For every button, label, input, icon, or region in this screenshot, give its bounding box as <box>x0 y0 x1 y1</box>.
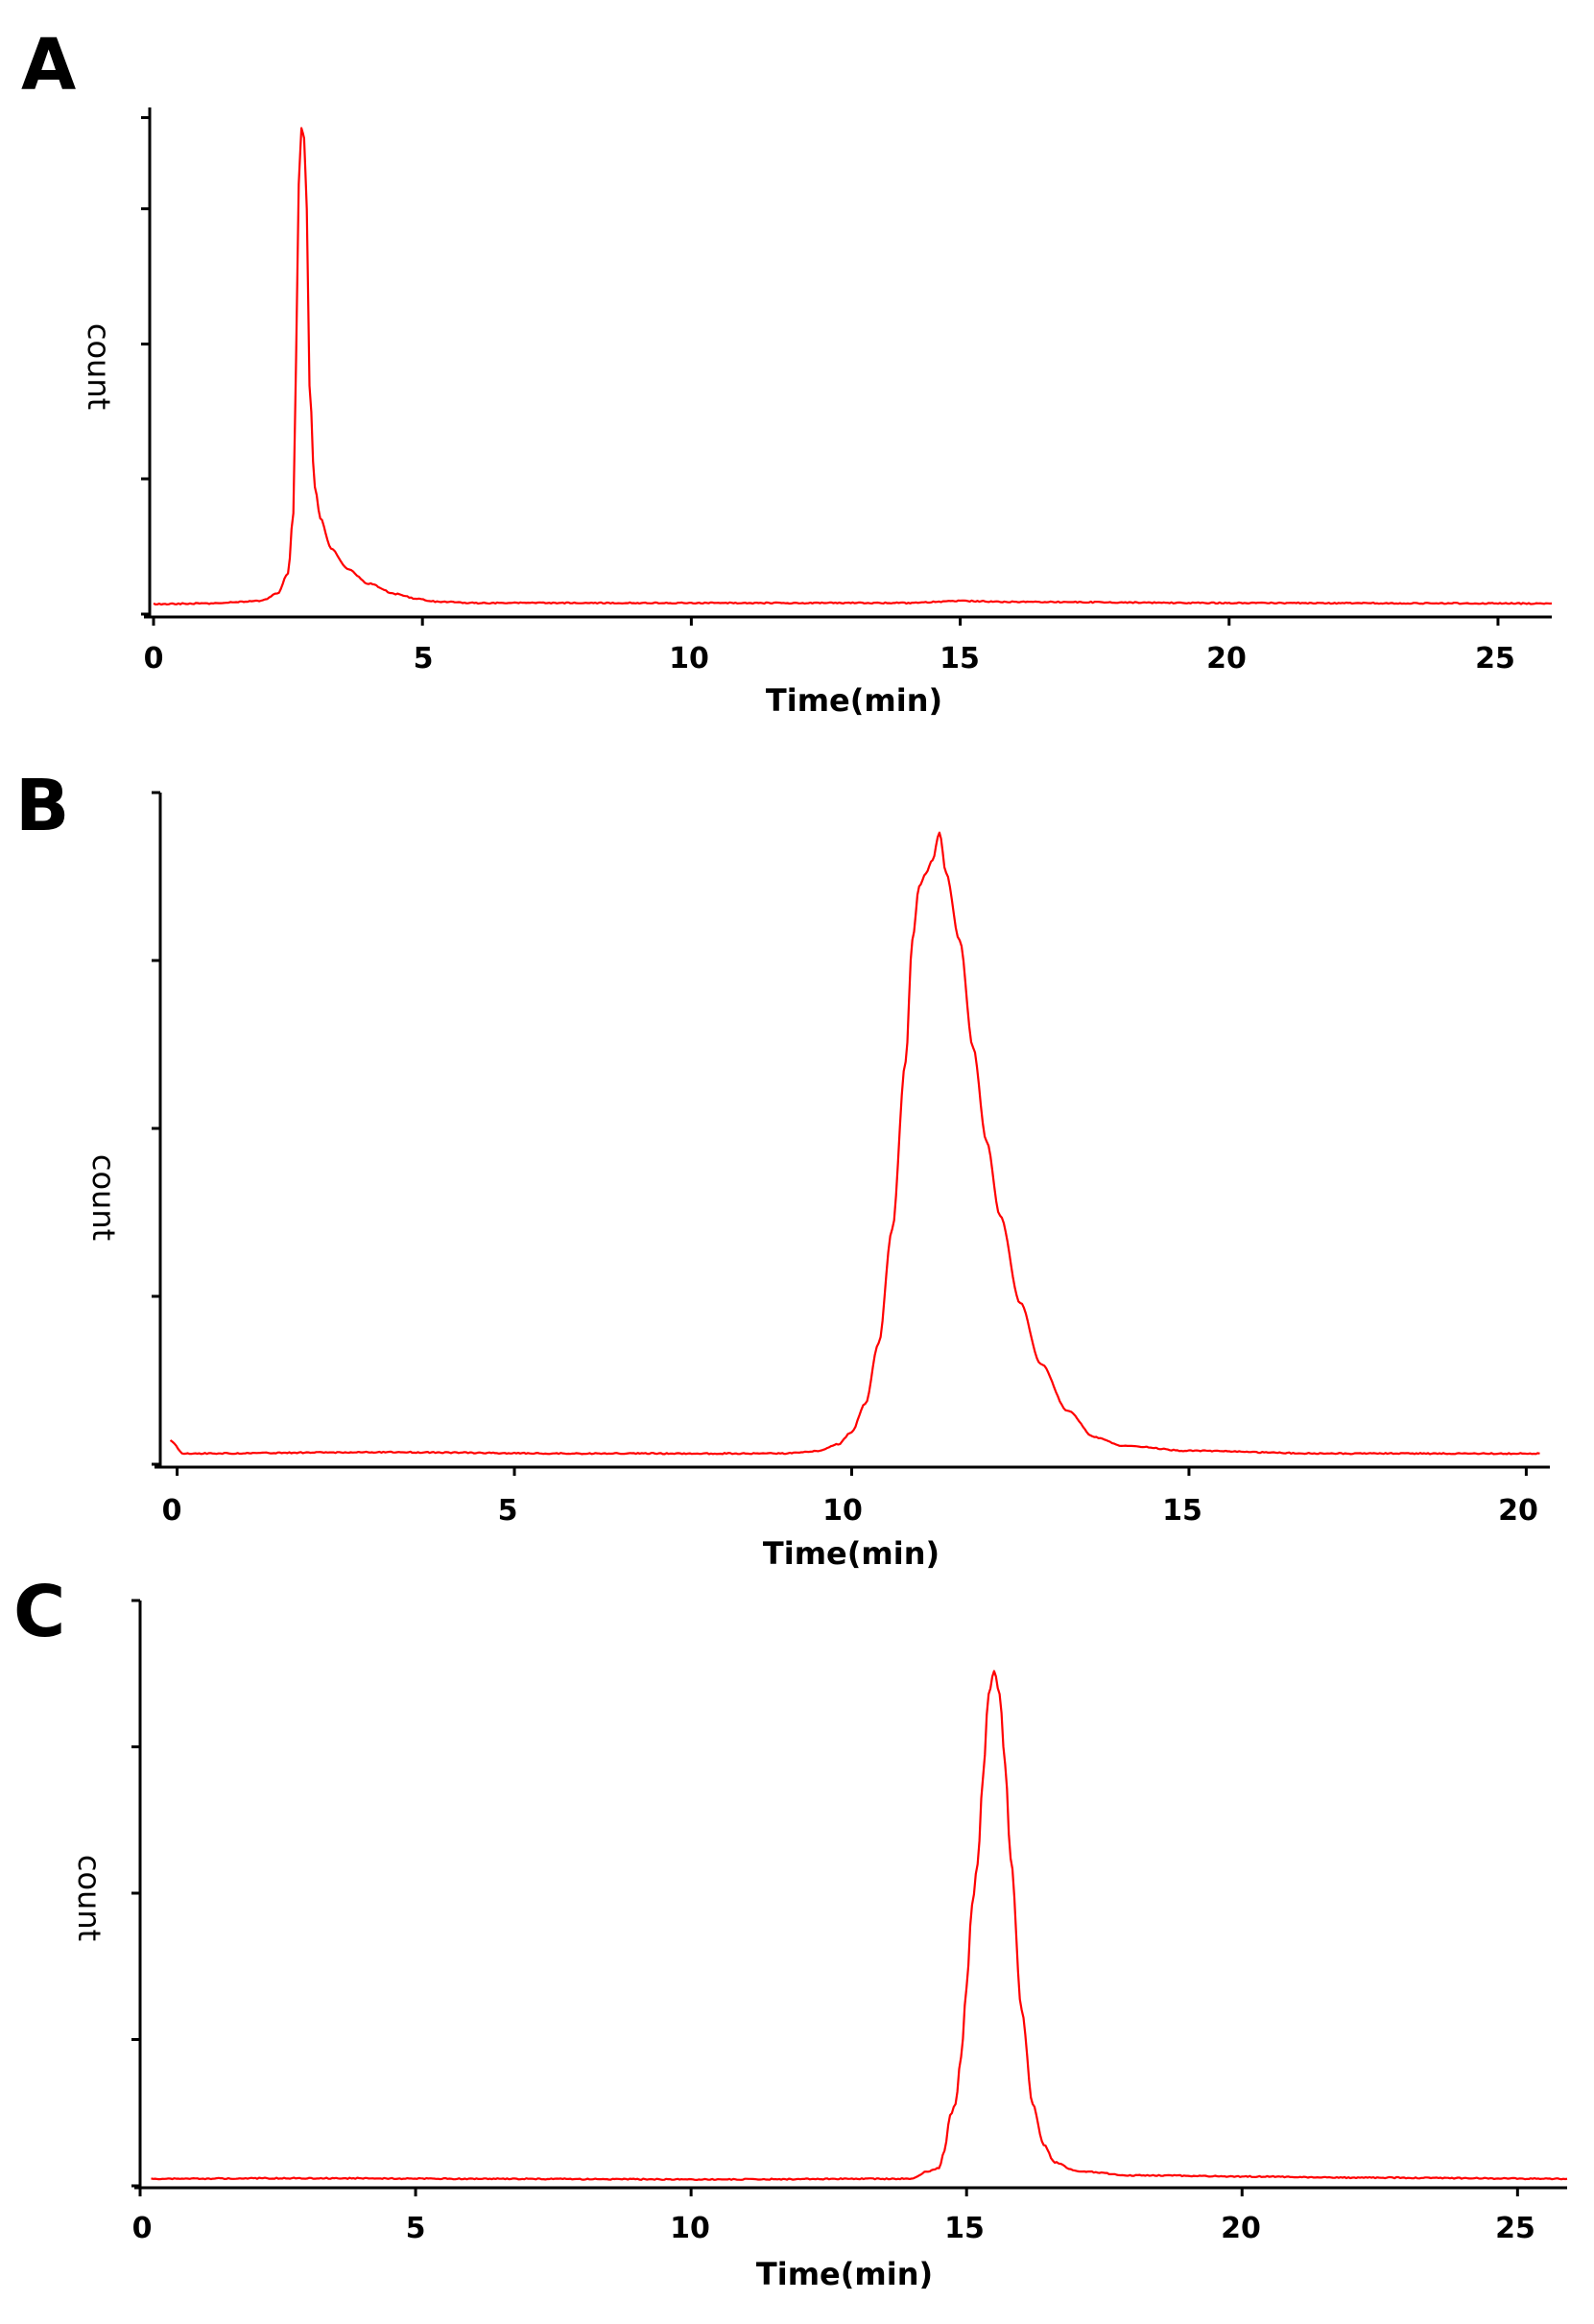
panel-b-x-tick-label: 0 <box>162 1494 182 1528</box>
panel-a-x-axis-title: Time(min) <box>766 682 942 719</box>
panel-a-y-axis-title: count <box>81 323 117 410</box>
panel-a-x-tick-label: 15 <box>940 642 980 676</box>
panel-label-a: A <box>21 24 76 107</box>
panel-c-x-tick-label: 5 <box>406 2212 426 2245</box>
panel-b: B 0 5 10 15 20 Time(min) count <box>15 765 1550 1572</box>
panel-a-trace <box>153 127 1553 606</box>
panel-b-x-tick-label: 10 <box>822 1494 863 1528</box>
panel-b-y-axis-title: count <box>85 1154 122 1241</box>
panel-c-x-axis-title: Time(min) <box>756 2256 933 2292</box>
panel-b-x-axis-title: Time(min) <box>763 1535 940 1572</box>
panel-b-ticks <box>152 791 1528 1476</box>
panel-label-b: B <box>15 765 69 847</box>
panel-c-x-tick-label: 15 <box>944 2212 985 2245</box>
panel-a-x-tick-label: 20 <box>1206 642 1247 676</box>
panel-label-c: C <box>13 1571 65 1653</box>
panel-a-x-tick-label: 25 <box>1475 642 1515 676</box>
panel-c-trace <box>151 1670 1568 2181</box>
panel-b-trace <box>169 831 1540 1456</box>
panel-a-ticks <box>141 116 1500 626</box>
panel-a-x-tick-label: 5 <box>414 642 434 676</box>
panel-a-x-tick-label: 10 <box>669 642 709 676</box>
panel-a-x-tick-label: 0 <box>144 642 164 676</box>
panel-b-x-tick-label: 15 <box>1162 1494 1202 1528</box>
panel-b-x-tick-label: 5 <box>498 1494 518 1528</box>
panel-a: A 0 5 10 15 20 25 Time(min) count <box>21 24 1553 719</box>
panel-c: C 0 5 10 15 20 25 Time(min) count <box>13 1571 1568 2292</box>
panel-b-x-tick-label: 20 <box>1498 1494 1538 1528</box>
panel-c-x-tick-label: 0 <box>132 2212 153 2245</box>
panel-c-y-axis-title: count <box>71 1855 107 1941</box>
panel-c-x-tick-label: 10 <box>670 2212 710 2245</box>
panel-c-ticks <box>131 1599 1519 2196</box>
panel-c-x-tick-label: 25 <box>1495 2212 1535 2245</box>
panel-c-x-tick-label: 20 <box>1221 2212 1261 2245</box>
